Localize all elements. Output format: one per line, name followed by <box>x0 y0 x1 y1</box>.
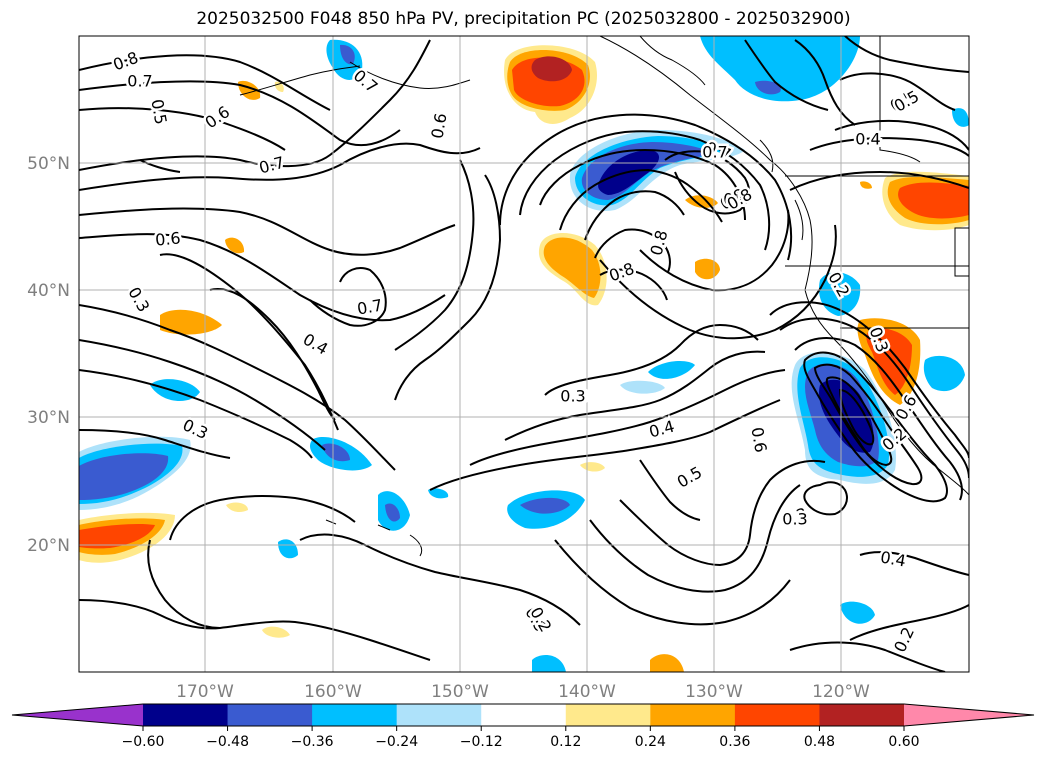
lon-label: 120°W <box>812 682 870 702</box>
orange-area <box>160 309 222 335</box>
colorbar-segment <box>227 704 313 726</box>
orange-area <box>262 626 290 638</box>
blue-area <box>385 503 400 522</box>
blue-area <box>340 44 355 65</box>
blue-area <box>840 601 875 624</box>
colorbar-tick-label: −0.12 <box>460 734 503 750</box>
precip-shading <box>79 36 969 672</box>
blue-area <box>322 443 350 462</box>
blue-area <box>648 360 695 379</box>
colorbar-tick-label: 0.48 <box>804 734 835 750</box>
contour-label: 0.4 <box>879 547 907 570</box>
contour-label-halo: 0.3 <box>782 510 807 529</box>
colorbar-segment <box>312 704 398 726</box>
colorbar-extend-low <box>12 704 143 726</box>
colorbar-segment <box>734 704 820 726</box>
contour-label: 0.7 <box>702 143 727 162</box>
colorbar-segment <box>481 704 567 726</box>
contour-label: 0.6 <box>427 112 450 140</box>
blue-area <box>923 355 965 392</box>
lon-label: 140°W <box>558 682 616 702</box>
colorbar-segment <box>565 704 651 726</box>
colorbar-tick-label: 0.36 <box>719 734 750 750</box>
pv-contours <box>79 36 969 672</box>
orange-area <box>543 237 601 298</box>
lat-label: 50°N <box>27 154 70 174</box>
contour-label-halo: 0.7 <box>702 143 727 162</box>
blue-area <box>620 380 665 394</box>
colorbar-segment <box>143 704 229 726</box>
blue-area <box>79 453 169 500</box>
contour-label: 0.5 <box>147 98 170 126</box>
blue-area <box>952 108 969 127</box>
orange-area <box>898 182 969 219</box>
contour-label-halo: 0.7 <box>127 72 152 91</box>
colorbar: −0.60 −0.48 −0.36 −0.24 −0.12 0.12 0.24 0.36 0.4… <box>11 703 1035 750</box>
colorbar-tick-label: 0.24 <box>635 734 666 750</box>
orange-area <box>580 462 605 472</box>
contour-label: 0.6 <box>747 426 770 454</box>
graticule <box>79 36 969 672</box>
orange-area <box>79 523 155 549</box>
lat-label: 40°N <box>27 281 70 301</box>
orange-area <box>531 56 572 82</box>
blue-area <box>278 539 298 559</box>
blue-area <box>700 36 860 102</box>
orange-area <box>860 181 872 189</box>
contour-label: 0.8 <box>723 190 748 209</box>
contour-label: 0.3 <box>782 510 807 529</box>
contour-label-halo: 0.8 <box>723 190 748 209</box>
coastlines <box>239 36 969 557</box>
contour-label: 0.3 <box>560 387 585 406</box>
contour-label: 0.7 <box>356 295 384 318</box>
contour-label-halo: 0.4 <box>855 130 880 149</box>
contour-label: 0.3 <box>562 387 587 406</box>
contour-label: 0.4 <box>855 130 880 149</box>
orange-area <box>225 237 245 254</box>
contour-label: 0.6 <box>154 228 181 249</box>
contour-label-halo: 0.3 <box>560 387 585 406</box>
blue-area <box>755 80 781 95</box>
orange-area <box>650 654 684 672</box>
colorbar-tick-label: −0.60 <box>122 734 165 750</box>
colorbar-tick-label: −0.36 <box>291 734 334 750</box>
contour-label-halo: 0.3 <box>562 387 587 406</box>
map-frame <box>78 35 970 673</box>
contour-label: 0.7 <box>127 72 152 91</box>
lon-label: 170°W <box>176 682 234 702</box>
lon-label: 130°W <box>685 682 743 702</box>
colorbar-segment <box>819 704 905 726</box>
orange-area <box>226 502 248 513</box>
lat-label: 30°N <box>27 408 70 428</box>
lat-label: 20°N <box>27 536 70 556</box>
lon-label: 160°W <box>304 682 362 702</box>
colorbar-extend-high <box>904 704 1034 726</box>
blue-area <box>532 655 566 672</box>
contour-label-halo: 0.6 <box>154 228 181 249</box>
blue-area <box>428 488 449 499</box>
colorbar-segment <box>650 704 736 726</box>
colorbar-tick-label: −0.24 <box>375 734 418 750</box>
map-title: 2025032500 F048 850 hPa PV, precipitatio… <box>196 9 851 29</box>
lon-label: 150°W <box>431 682 489 702</box>
colorbar-tick-label: 0.60 <box>888 734 919 750</box>
colorbar-segment <box>396 704 482 726</box>
colorbar-tick-label: −0.48 <box>206 734 249 750</box>
colorbar-tick-label: 0.12 <box>550 734 581 750</box>
blue-area <box>520 497 570 514</box>
